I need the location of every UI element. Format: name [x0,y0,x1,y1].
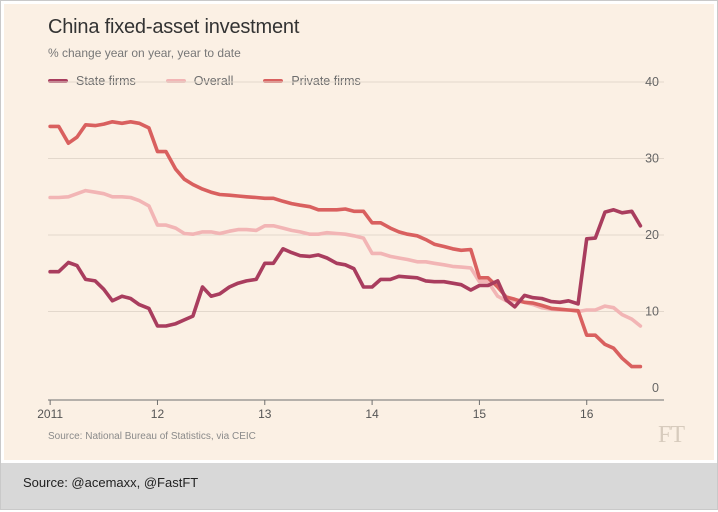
legend-swatch-overall [165,79,186,83]
series-line-state-firms [48,208,643,328]
x-tick-label-13: 13 [258,407,272,421]
legend-swatch-private-firms [263,79,284,83]
legend-item-private-firms: Private firms [263,74,361,88]
chart-source-note: Source: National Bureau of Statistics, v… [48,431,256,442]
ft-logo: FT [658,422,685,448]
x-tick-label-14: 14 [365,407,379,421]
y-tick-label-10: 10 [645,305,659,319]
line-chart: 2011 12 13 14 15 16 0 10 20 30 40 [37,75,664,421]
x-tick-label-12: 12 [151,407,165,421]
y-tick-label-40: 40 [645,75,659,89]
x-tick-label-16: 16 [580,407,594,421]
x-tick-label-15: 15 [473,407,487,421]
footer-source-text: Source: @acemaxx, @FastFT [23,475,199,490]
y-tick-label-30: 30 [645,152,659,166]
legend-label-private-firms: Private firms [291,74,361,88]
chart-subtitle: % change year on year, year to date [48,46,241,60]
legend-swatch-state-firms [48,79,68,83]
y-tick-label-20: 20 [645,228,659,242]
legend-item-overall: Overall [165,74,234,88]
chart-title: China fixed-asset investment [48,16,300,38]
legend-item-state-firms: State firms [48,74,136,88]
legend-label-overall: Overall [193,74,234,88]
x-tick-label-2011: 2011 [37,407,63,421]
chart-panel: China fixed-asset investment % change ye… [4,4,714,460]
legend-label-state-firms: State firms [76,74,136,88]
y-tick-label-0: 0 [652,381,659,395]
series-line-overall [48,188,643,328]
series-line-private-firms [48,120,643,369]
footer-bar: Source: @acemaxx, @FastFT [1,463,717,509]
chart-legend: State firms Overall Private firms [48,74,391,88]
